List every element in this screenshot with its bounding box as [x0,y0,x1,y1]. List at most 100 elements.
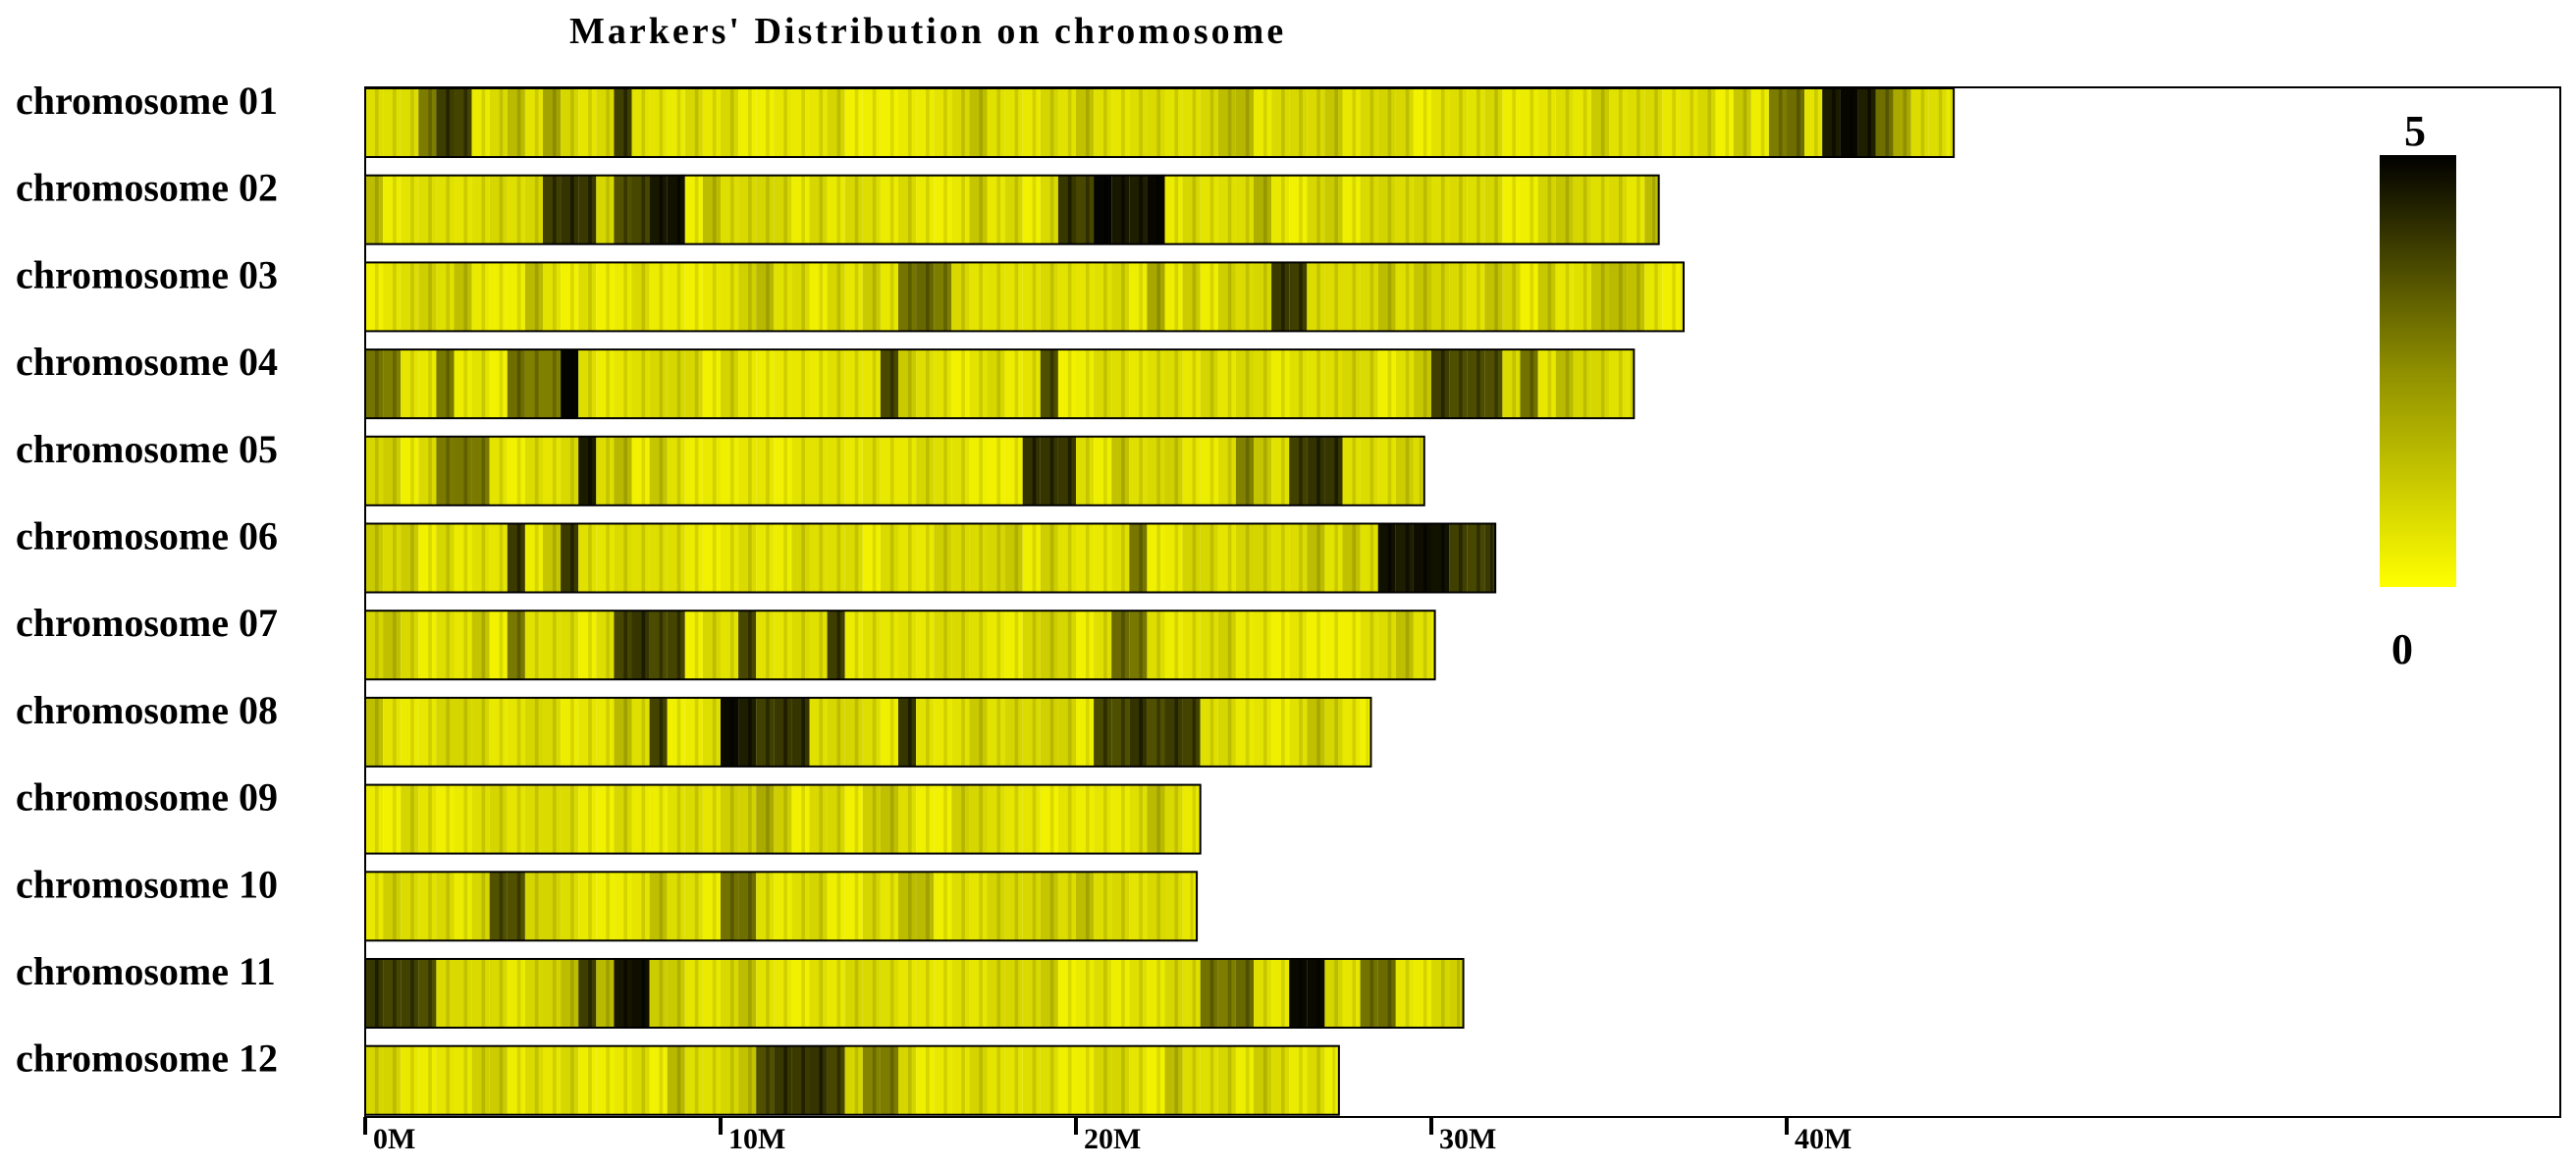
bin-divider [961,697,965,767]
marker-bin [916,959,935,1028]
bin-divider [463,88,468,157]
bin-divider [1281,523,1285,593]
bin-divider [1494,262,1498,332]
marker-bin [1377,349,1396,419]
marker-bin [916,436,935,505]
bin-divider [872,262,877,332]
marker-bin [1289,523,1308,593]
bin-divider [889,436,894,505]
bin-divider [766,872,770,941]
marker-bin [791,436,810,505]
marker-bin [1129,523,1148,593]
bin-divider [1316,436,1320,505]
bin-divider [1459,262,1463,332]
bin-divider [1014,88,1019,157]
bin-divider [694,436,699,505]
marker-bin [684,436,703,505]
bin-divider [926,523,930,593]
bin-divider [641,697,646,767]
marker-bin [1360,262,1378,332]
bin-divider [481,262,486,332]
bin-divider [1369,88,1374,157]
marker-bin [1395,88,1414,157]
bin-divider [712,523,717,593]
marker-bin [969,349,988,419]
marker-bin [543,959,562,1028]
marker-bin [1271,88,1290,157]
marker-bin [1271,697,1290,767]
bin-divider [766,697,770,767]
marker-bin [844,611,863,680]
bin-divider [1014,349,1019,419]
marker-bin [418,697,437,767]
marker-bin [1627,175,1645,244]
bin-divider [1174,349,1179,419]
chromosome-row: chromosome 01 [16,79,1956,158]
marker-bin [1040,611,1058,680]
bin-divider [748,262,752,332]
bin-divider [516,262,521,332]
marker-bin [721,872,739,941]
marker-bin [524,872,543,941]
bin-divider [481,175,486,244]
marker-bin [667,1045,685,1115]
marker-bin [756,88,775,157]
marker-bin [898,872,917,941]
marker-bin [987,262,1005,332]
bin-divider [1583,88,1587,157]
marker-bin [1057,262,1076,332]
marker-bin [365,697,384,767]
bin-divider [446,784,450,854]
bin-divider [1476,262,1480,332]
bin-divider [1103,88,1107,157]
bin-divider [872,611,877,680]
marker-bin [489,784,508,854]
marker-bin [667,611,685,680]
marker-bin [809,697,828,767]
marker-bin [1413,349,1431,419]
marker-bin [1200,959,1218,1028]
marker-bin [702,1045,721,1115]
bin-divider [801,262,805,332]
marker-bin [471,349,490,419]
bin-divider [979,523,983,593]
bin-divider [819,611,824,680]
bin-divider [552,872,557,941]
bin-divider [499,784,504,854]
bin-divider [1299,959,1303,1028]
marker-bin [1395,611,1414,680]
bin-divider [1156,784,1160,854]
bin-divider [534,436,539,505]
marker-bin [774,262,792,332]
marker-bin [702,872,721,941]
marker-bin [1555,175,1574,244]
marker-bin [880,523,898,593]
marker-bin [596,88,615,157]
bin-divider [499,697,504,767]
marker-bin [934,784,952,854]
marker-bin [1076,436,1095,505]
marker-bin [454,175,472,244]
bin-divider [836,611,841,680]
marker-bin [596,523,615,593]
bin-divider [1299,175,1303,244]
bin-divider [836,959,841,1028]
marker-bin [898,436,917,505]
marker-bin [880,959,898,1028]
bin-divider [1103,697,1107,767]
bin-divider [1174,1045,1179,1115]
marker-bin [561,88,579,157]
marker-bin [951,1045,970,1115]
bin-divider [712,349,717,419]
marker-bin [1129,784,1148,854]
marker-bin [649,959,668,1028]
marker-bin [1289,697,1308,767]
bin-divider [1049,1045,1054,1115]
bin-divider [1156,88,1160,157]
bin-divider [979,697,983,767]
marker-bin [667,784,685,854]
bin-divider [1476,349,1480,419]
marker-bin [1217,262,1236,332]
marker-bin [951,436,970,505]
bin-divider [1245,1045,1250,1115]
